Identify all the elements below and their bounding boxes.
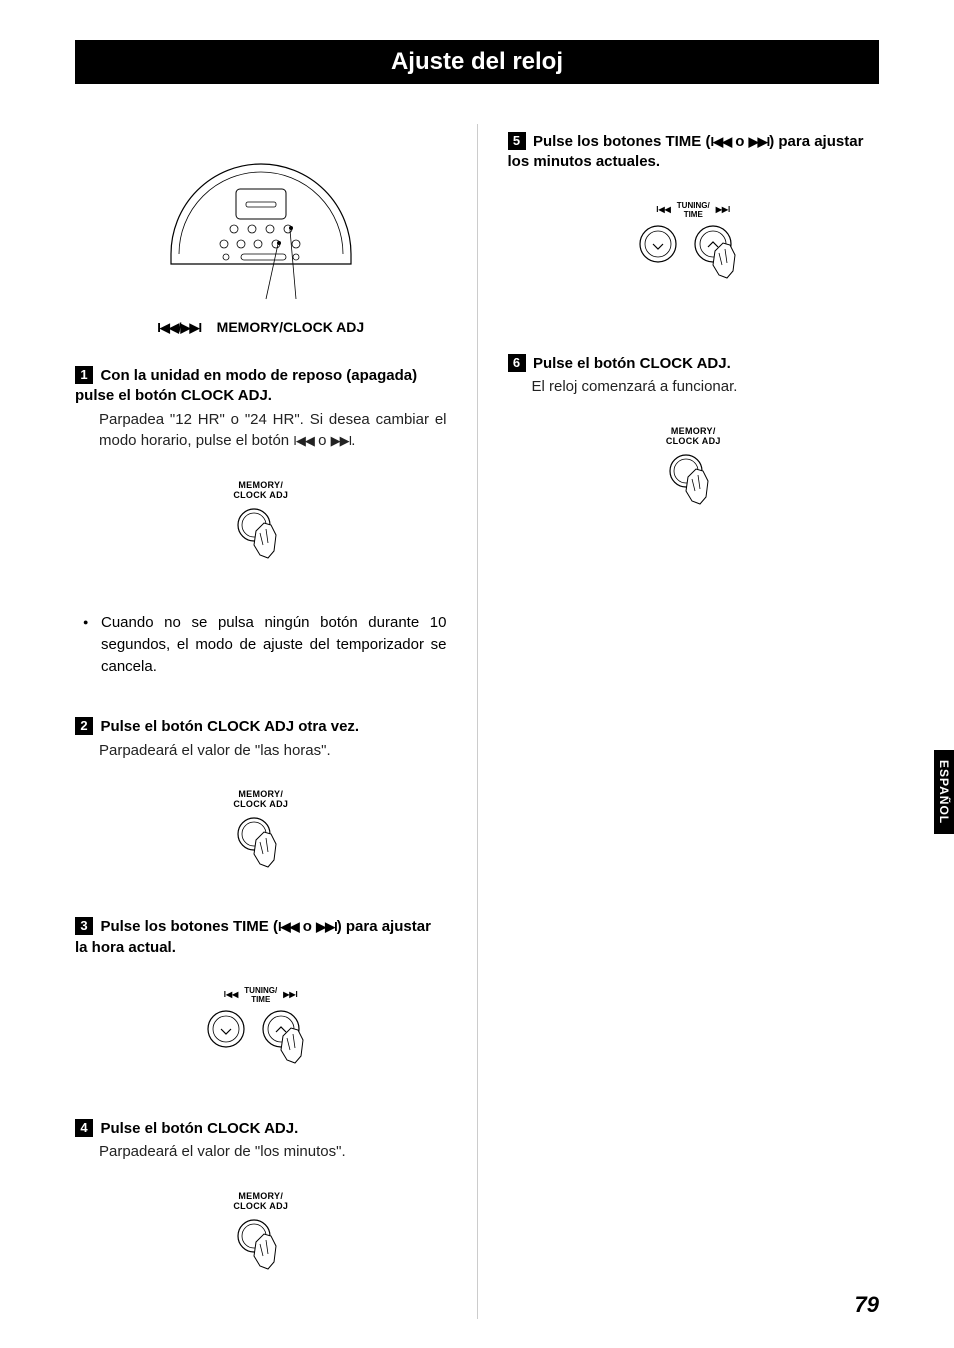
step-number-badge: 4: [75, 1119, 93, 1137]
next-icon: ▶▶I: [749, 134, 770, 149]
step-heading: Con la unidad en modo de reposo (apagada…: [75, 367, 417, 404]
skip-icons: I◀◀/▶▶I: [157, 320, 201, 335]
step-heading: Pulse los botones TIME (I◀◀ o ▶▶I) para …: [508, 133, 864, 170]
next-icon: ▶▶I: [331, 433, 352, 448]
right-column: 5 Pulse los botones TIME (I◀◀ o ▶▶I) par…: [508, 124, 880, 1319]
step-number-badge: 3: [75, 917, 93, 935]
step-heading-text: Pulse los botones TIME (: [533, 133, 711, 150]
tuning-time-illustration: I◀◀ TUNING/ TIME ▶▶I: [75, 986, 447, 1089]
device-diagram: [75, 124, 447, 309]
illus-label: TUNING/ TIME: [244, 986, 277, 1004]
illus-prev-icon: I◀◀: [656, 205, 671, 214]
diagram-caption: I◀◀/▶▶I MEMORY/CLOCK ADJ: [75, 319, 447, 336]
prev-icon: I◀◀: [710, 134, 731, 149]
step-number-badge: 1: [75, 366, 93, 384]
language-tab: ESPAÑOL: [934, 750, 954, 834]
note-item: Cuando no se pulsa ningún botón durante …: [83, 612, 447, 677]
left-column: I◀◀/▶▶I MEMORY/CLOCK ADJ 1 Con la unidad…: [75, 124, 447, 1319]
step-heading: Pulse el botón CLOCK ADJ otra vez.: [100, 718, 359, 735]
step-body-text: o: [314, 432, 331, 449]
column-divider: [477, 124, 478, 1319]
step-number-badge: 6: [508, 354, 526, 372]
step-heading-text: Pulse los botones TIME (: [100, 918, 278, 935]
next-icon: ▶▶I: [316, 919, 337, 934]
illus-label: MEMORY/ CLOCK ADJ: [75, 480, 447, 500]
diagram-caption-label: MEMORY/CLOCK ADJ: [217, 319, 365, 335]
step-heading: Pulse los botones TIME (I◀◀ o ▶▶I) para …: [75, 918, 431, 955]
illus-next-icon: ▶▶I: [716, 205, 731, 214]
illus-label: MEMORY/ CLOCK ADJ: [75, 789, 447, 809]
memory-clock-illustration: MEMORY/ CLOCK ADJ: [508, 426, 880, 524]
illus-label: TUNING/ TIME: [677, 201, 710, 219]
section-header: Ajuste del reloj: [75, 40, 879, 84]
step-6: 6 Pulse el botón CLOCK ADJ. El reloj com…: [508, 354, 880, 398]
step-5: 5 Pulse los botones TIME (I◀◀ o ▶▶I) par…: [508, 132, 880, 173]
illus-label: MEMORY/ CLOCK ADJ: [75, 1191, 447, 1211]
step-heading-text: o: [731, 133, 749, 150]
page-number: 79: [855, 1292, 879, 1318]
step-heading: Pulse el botón CLOCK ADJ.: [100, 1120, 298, 1137]
prev-icon: I◀◀: [293, 433, 314, 448]
tuning-time-illustration: I◀◀ TUNING/ TIME ▶▶I: [508, 201, 880, 304]
illus-next-icon: ▶▶I: [283, 990, 298, 999]
prev-icon: I◀◀: [278, 919, 299, 934]
memory-clock-illustration: MEMORY/ CLOCK ADJ: [75, 1191, 447, 1289]
two-column-layout: I◀◀/▶▶I MEMORY/CLOCK ADJ 1 Con la unidad…: [75, 124, 879, 1319]
step-2: 2 Pulse el botón CLOCK ADJ otra vez. Par…: [75, 717, 447, 761]
illus-prev-icon: I◀◀: [224, 990, 239, 999]
step-body: Parpadea "12 HR" o "24 HR". Si desea cam…: [99, 409, 447, 453]
memory-clock-illustration: MEMORY/ CLOCK ADJ: [75, 480, 447, 578]
step-3: 3 Pulse los botones TIME (I◀◀ o ▶▶I) par…: [75, 917, 447, 958]
step-heading-text: o: [299, 918, 317, 935]
note-list: Cuando no se pulsa ningún botón durante …: [83, 612, 447, 677]
memory-clock-illustration: MEMORY/ CLOCK ADJ: [75, 789, 447, 887]
step-body: Parpadeará el valor de "las horas".: [99, 740, 447, 762]
step-body-text: .: [351, 432, 355, 449]
step-body: Parpadeará el valor de "los minutos".: [99, 1141, 447, 1163]
step-body-text: Parpadea "12 HR" o "24 HR". Si desea cam…: [99, 411, 447, 450]
step-number-badge: 2: [75, 717, 93, 735]
step-body: El reloj comenzará a funcionar.: [532, 376, 880, 398]
step-1: 1 Con la unidad en modo de reposo (apaga…: [75, 366, 447, 452]
step-number-badge: 5: [508, 132, 526, 150]
step-heading: Pulse el botón CLOCK ADJ.: [533, 355, 731, 372]
illus-label: MEMORY/ CLOCK ADJ: [508, 426, 880, 446]
step-4: 4 Pulse el botón CLOCK ADJ. Parpadeará e…: [75, 1119, 447, 1163]
